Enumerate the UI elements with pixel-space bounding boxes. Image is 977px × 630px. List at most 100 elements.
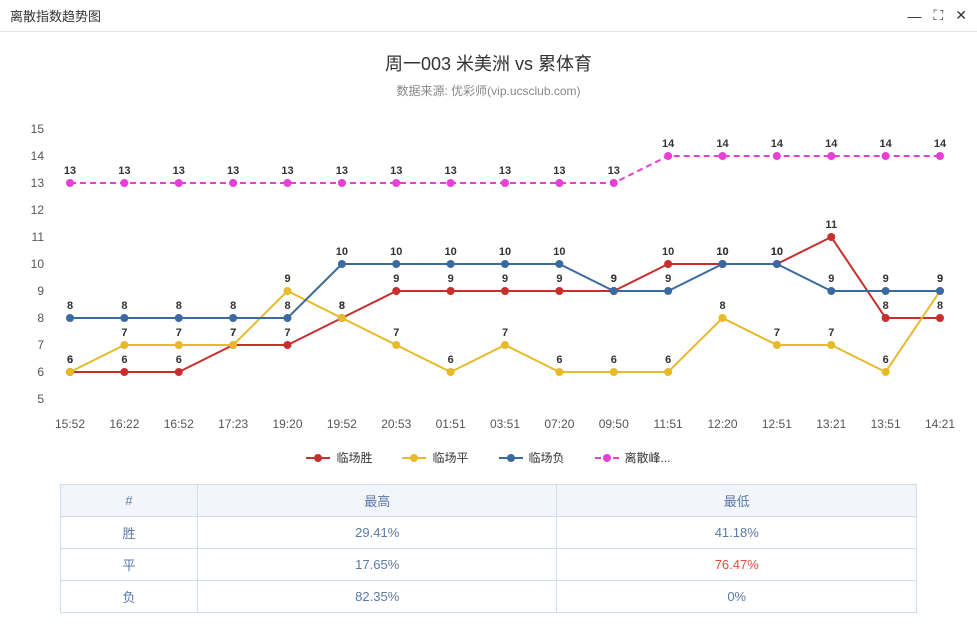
series-point[interactable] xyxy=(284,314,292,322)
series-point[interactable] xyxy=(882,368,890,376)
series-point[interactable] xyxy=(501,341,509,349)
series-point[interactable] xyxy=(392,179,400,187)
series-point[interactable] xyxy=(66,179,74,187)
series-point[interactable] xyxy=(936,287,944,295)
series-point[interactable] xyxy=(610,287,618,295)
legend-swatch xyxy=(306,457,330,459)
series-point[interactable] xyxy=(501,287,509,295)
x-tick-label: 09:50 xyxy=(599,417,629,431)
series-point[interactable] xyxy=(501,179,509,187)
series-point[interactable] xyxy=(719,314,727,322)
series-point[interactable] xyxy=(229,314,237,322)
point-value-label: 10 xyxy=(336,246,348,258)
series-point[interactable] xyxy=(447,287,455,295)
series-point[interactable] xyxy=(827,233,835,241)
series-point[interactable] xyxy=(827,287,835,295)
series-point[interactable] xyxy=(338,260,346,268)
content: 周一003 米美洲 vs 累体育 数据来源: 优彩师(vip.ucsclub.c… xyxy=(0,32,977,613)
series-point[interactable] xyxy=(555,287,563,295)
point-value-label: 8 xyxy=(284,300,290,312)
point-value-label: 9 xyxy=(883,273,889,285)
point-value-label: 7 xyxy=(121,327,127,339)
point-value-label: 14 xyxy=(825,138,837,150)
point-value-label: 14 xyxy=(662,138,674,150)
point-value-label: 14 xyxy=(771,138,783,150)
y-tick-label: 11 xyxy=(20,230,44,244)
point-value-label: 14 xyxy=(716,138,728,150)
x-tick-label: 12:51 xyxy=(762,417,792,431)
series-point[interactable] xyxy=(120,314,128,322)
x-tick-label: 20:53 xyxy=(381,417,411,431)
series-point[interactable] xyxy=(175,314,183,322)
x-tick-label: 19:52 xyxy=(327,417,357,431)
series-point[interactable] xyxy=(664,260,672,268)
x-tick-label: 01:51 xyxy=(436,417,466,431)
table-header-row: # 最高 最低 xyxy=(61,485,917,517)
series-point[interactable] xyxy=(175,341,183,349)
legend-item[interactable]: 临场负 xyxy=(499,449,565,466)
chart-title: 周一003 米美洲 vs 累体育 xyxy=(20,50,957,76)
point-value-label: 6 xyxy=(67,354,73,366)
series-point[interactable] xyxy=(664,152,672,160)
series-point[interactable] xyxy=(447,179,455,187)
series-point[interactable] xyxy=(229,179,237,187)
point-value-label: 13 xyxy=(227,165,239,177)
series-point[interactable] xyxy=(229,341,237,349)
series-point[interactable] xyxy=(392,287,400,295)
series-point[interactable] xyxy=(284,179,292,187)
point-value-label: 13 xyxy=(445,165,457,177)
series-point[interactable] xyxy=(120,341,128,349)
series-point[interactable] xyxy=(555,179,563,187)
series-point[interactable] xyxy=(936,314,944,322)
series-point[interactable] xyxy=(610,368,618,376)
series-point[interactable] xyxy=(719,152,727,160)
point-value-label: 9 xyxy=(284,273,290,285)
series-point[interactable] xyxy=(447,260,455,268)
series-point[interactable] xyxy=(338,179,346,187)
point-value-label: 10 xyxy=(716,246,728,258)
point-value-label: 13 xyxy=(336,165,348,177)
series-point[interactable] xyxy=(719,260,727,268)
point-value-label: 10 xyxy=(662,246,674,258)
series-point[interactable] xyxy=(66,368,74,376)
series-point[interactable] xyxy=(392,341,400,349)
series-point[interactable] xyxy=(827,152,835,160)
legend-item[interactable]: 临场胜 xyxy=(306,449,372,466)
series-point[interactable] xyxy=(284,341,292,349)
series-point[interactable] xyxy=(120,368,128,376)
row-low: 76.47% xyxy=(557,549,917,581)
legend-item[interactable]: 离散峰... xyxy=(595,449,671,466)
series-point[interactable] xyxy=(175,179,183,187)
x-tick-label: 13:51 xyxy=(871,417,901,431)
series-point[interactable] xyxy=(882,314,890,322)
series-point[interactable] xyxy=(773,152,781,160)
th-hash: # xyxy=(61,485,198,517)
series-point[interactable] xyxy=(664,287,672,295)
series-point[interactable] xyxy=(120,179,128,187)
series-point[interactable] xyxy=(936,152,944,160)
x-tick-label: 16:22 xyxy=(109,417,139,431)
series-point[interactable] xyxy=(664,368,672,376)
point-value-label: 9 xyxy=(502,273,508,285)
point-value-label: 6 xyxy=(611,354,617,366)
maximize-button[interactable]: ⛶ xyxy=(933,7,943,24)
series-point[interactable] xyxy=(882,152,890,160)
series-point[interactable] xyxy=(66,314,74,322)
series-point[interactable] xyxy=(284,287,292,295)
series-point[interactable] xyxy=(773,341,781,349)
close-button[interactable]: ✕ xyxy=(955,7,967,24)
x-tick-label: 19:20 xyxy=(272,417,302,431)
series-point[interactable] xyxy=(555,260,563,268)
series-point[interactable] xyxy=(447,368,455,376)
series-point[interactable] xyxy=(555,368,563,376)
series-point[interactable] xyxy=(773,260,781,268)
series-point[interactable] xyxy=(175,368,183,376)
minimize-button[interactable]: — xyxy=(907,8,921,24)
series-point[interactable] xyxy=(338,314,346,322)
series-point[interactable] xyxy=(610,179,618,187)
series-point[interactable] xyxy=(882,287,890,295)
legend-item[interactable]: 临场平 xyxy=(402,449,468,466)
series-point[interactable] xyxy=(827,341,835,349)
series-point[interactable] xyxy=(392,260,400,268)
series-point[interactable] xyxy=(501,260,509,268)
